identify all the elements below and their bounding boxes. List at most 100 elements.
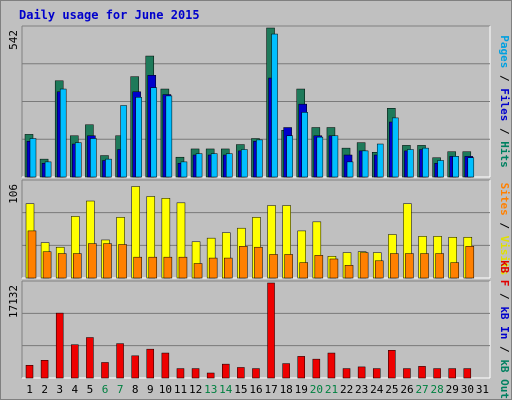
x-tick-label: 29: [446, 383, 459, 396]
x-tick-label: 4: [72, 383, 79, 396]
bar-kb-f: [282, 363, 290, 379]
bar-sites: [57, 253, 67, 279]
x-tick-label: 26: [400, 383, 413, 396]
x-tick-label: 12: [189, 383, 202, 396]
bar-pages: [195, 153, 203, 178]
bar-sites: [178, 256, 188, 279]
x-tick-label: 10: [159, 383, 172, 396]
bar-pages: [120, 105, 127, 178]
bar-kb-f: [357, 366, 366, 379]
bar-sites: [133, 256, 142, 279]
bar-pages: [75, 142, 82, 178]
x-tick-label: 22: [340, 383, 353, 396]
bar-kb-f: [448, 368, 456, 379]
bar-sites: [103, 243, 112, 279]
bar-kb-f: [433, 368, 441, 379]
bar-sites: [435, 253, 444, 279]
bar-pages: [361, 150, 369, 178]
x-tick-label: 21: [325, 383, 338, 396]
bar-kb-f: [55, 312, 64, 379]
x-tick-label: 3: [56, 383, 63, 396]
bar-sites: [254, 246, 263, 279]
bar-pages: [241, 149, 248, 178]
bar-sites: [208, 257, 218, 279]
bar-pages: [90, 138, 97, 178]
bar-pages: [407, 149, 414, 178]
bar-pages: [180, 161, 188, 178]
bar-pages: [135, 97, 142, 178]
bar-kb-f: [25, 364, 34, 379]
bar-sites: [148, 256, 158, 279]
bar-kb-f: [403, 368, 411, 379]
bar-sites: [390, 253, 399, 279]
bar-kb-f: [342, 368, 351, 379]
bar-sites: [405, 253, 414, 279]
x-tick-label: 25: [385, 383, 398, 396]
bar-pages: [226, 153, 233, 178]
bar-kb-f: [327, 352, 336, 379]
bar-pages: [437, 160, 444, 178]
bar-sites: [314, 255, 324, 279]
bar-kb-f: [222, 363, 230, 379]
legend-entry: Files: [498, 88, 511, 121]
chart-title: Daily usage for June 2015: [19, 8, 200, 22]
bar-kb-f: [131, 355, 139, 379]
bar-kb-f: [267, 282, 275, 379]
x-tick-label: 11: [174, 383, 187, 396]
bar-kb-f: [116, 343, 124, 379]
max-value-label: 17132: [7, 285, 20, 318]
bar-sites: [193, 263, 203, 279]
bar-sites: [239, 246, 248, 279]
bar-pages: [105, 158, 112, 178]
bar-sites: [118, 244, 127, 279]
bar-kb-f: [206, 372, 215, 379]
legend-entry: /: [498, 121, 511, 141]
bar-pages: [376, 143, 384, 178]
bar-kb-f: [237, 367, 245, 379]
x-tick-label: 31: [476, 383, 489, 396]
bar-sites: [359, 252, 369, 279]
bar-kb-f: [372, 368, 381, 379]
x-tick-label: 30: [461, 383, 474, 396]
bar-sites: [299, 262, 308, 279]
bar-pages: [452, 156, 459, 178]
bar-sites: [27, 230, 37, 279]
x-tick-label: 13: [204, 383, 217, 396]
x-tick-label: 24: [370, 383, 384, 396]
x-tick-label: 15: [234, 383, 247, 396]
x-tick-label: 2: [41, 383, 48, 396]
bar-sites: [224, 257, 233, 279]
bar-pages: [44, 161, 52, 178]
x-tick-label: 9: [147, 383, 154, 396]
legend-entry: Sites: [498, 183, 511, 216]
bar-sites: [163, 256, 173, 279]
bar-pages: [316, 136, 324, 178]
legend-entry: Pages: [498, 35, 511, 68]
bar-kb-f: [176, 368, 185, 379]
x-tick-label: 5: [87, 383, 94, 396]
legend-entry: /: [498, 68, 511, 88]
bar-kb-f: [86, 337, 94, 379]
x-tick-label: 1: [26, 383, 33, 396]
bar-sites: [73, 253, 82, 279]
bar-pages: [165, 95, 173, 178]
panel-legend: Pages / Files / Hits: [498, 35, 511, 168]
bar-sites: [42, 251, 52, 279]
bar-sites: [374, 260, 384, 279]
panel-background: [22, 281, 490, 378]
legend-entry: /: [498, 339, 511, 359]
bar-kb-f: [418, 366, 426, 379]
bar-kb-f: [191, 368, 200, 379]
bar-pages: [271, 33, 278, 178]
x-tick-label: 8: [132, 383, 139, 396]
x-tick-label: 18: [280, 383, 293, 396]
bar-pages: [301, 112, 308, 178]
x-tick-label: 14: [219, 383, 233, 396]
x-tick-label: 23: [355, 383, 368, 396]
bar-kb-f: [252, 368, 260, 379]
bar-kb-f: [463, 368, 472, 379]
legend-entry: kB In: [498, 306, 511, 339]
bar-pages: [467, 157, 475, 178]
bar-sites: [269, 254, 278, 279]
